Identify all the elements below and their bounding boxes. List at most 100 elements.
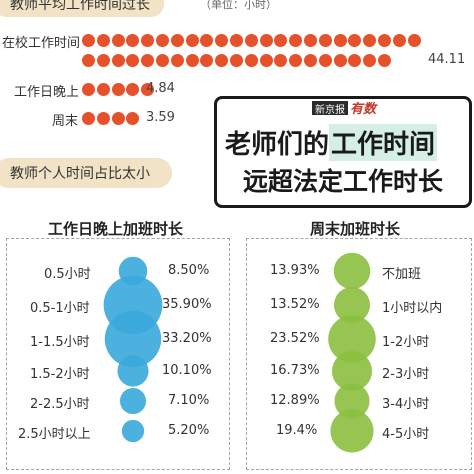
bubble (333, 286, 371, 324)
hour-dot (96, 54, 110, 67)
evening-value: 10.10% (162, 363, 212, 378)
hour-dot (333, 54, 347, 67)
logo-part1: 新京报 (312, 101, 348, 116)
hour-dot (230, 54, 243, 67)
hour-dot (126, 54, 140, 67)
chart-title-weekend: 周末加班时长 (310, 220, 401, 238)
weekend-category: 4-5小时 (382, 427, 430, 442)
dot-row-label-school: 在校工作时间 (2, 36, 81, 51)
hour-dot (82, 54, 95, 67)
hour-dot (141, 54, 155, 67)
section-title-personal-time: 教师个人时间占比太小 (0, 158, 172, 188)
hour-dot (111, 83, 125, 96)
headline-line1: 老师们的工作时间 (225, 124, 465, 161)
hour-dot (82, 83, 95, 96)
bubble (333, 252, 371, 290)
hour-dot (289, 34, 303, 47)
panel-evening (6, 238, 230, 470)
dot-row-value-evening: 4.84 (146, 81, 175, 96)
weekend-category: 不加班 (382, 267, 422, 282)
newspaper-logo: 新京报 有数 (312, 98, 432, 118)
weekend-value: 19.4% (276, 423, 318, 438)
headline-line1-prefix: 老师们的 (225, 130, 330, 160)
hour-dot (96, 83, 110, 96)
hour-dot (141, 34, 155, 47)
hour-dot (111, 54, 125, 67)
hour-dot (259, 34, 273, 47)
bubble (334, 383, 370, 419)
hour-dot (82, 112, 95, 125)
hour-dot (392, 34, 406, 47)
weekend-category: 2-3小时 (382, 367, 430, 382)
evening-category: 2-2.5小时 (30, 397, 90, 412)
hour-dot (304, 34, 317, 47)
hour-dot (141, 83, 155, 96)
hour-dot (126, 83, 140, 96)
hour-dot (244, 54, 258, 67)
evening-category: 1.5-2小时 (30, 367, 90, 382)
hour-dot (289, 54, 303, 67)
evening-category: 0.5小时 (44, 267, 91, 282)
evening-category: 1-1.5小时 (30, 335, 90, 350)
hour-dot (318, 34, 332, 47)
weekend-value: 23.52% (270, 331, 320, 346)
section-title-text: 教师个人时间占比太小 (10, 166, 150, 182)
bubble (119, 387, 147, 415)
hour-dot (111, 34, 125, 47)
bubble (121, 419, 145, 443)
hour-dot (111, 112, 125, 125)
hour-dot (170, 34, 184, 47)
hour-dot (348, 54, 362, 67)
hour-dot (318, 54, 332, 67)
headline-line2: 远超法定工作时长 (242, 167, 443, 196)
dot-row-label-evening: 工作日晚上 (14, 85, 80, 100)
bubble (331, 350, 373, 392)
evening-category: 0.5-1小时 (30, 301, 90, 316)
weekend-value: 13.93% (270, 263, 320, 278)
weekend-value: 12.89% (270, 393, 320, 408)
hour-dot (156, 34, 169, 47)
unit-label: （单位：小时） (200, 0, 277, 11)
hour-dot (200, 54, 214, 67)
hour-dot (259, 54, 273, 67)
evening-category: 2.5小时以上 (18, 427, 91, 442)
hour-dot (126, 112, 140, 125)
hour-dot (215, 54, 229, 67)
hour-dot (378, 34, 391, 47)
dot-row-value-weekend: 3.59 (146, 110, 175, 125)
hour-dot (82, 34, 95, 47)
dot-row-label-weekend: 周末 (52, 114, 79, 129)
hour-dot (156, 54, 169, 67)
weekend-value: 16.73% (270, 363, 320, 378)
chart-title-evening: 工作日晚上加班时长 (48, 220, 184, 238)
hour-dot (185, 34, 199, 47)
hour-dot (170, 54, 184, 67)
section-title-text: 教师平均工作时间过长 (10, 0, 150, 13)
evening-value: 33.20% (162, 331, 212, 346)
section-title-work-time: 教师平均工作时间过长 (0, 0, 164, 17)
headline-box: 新京报 有数 老师们的工作时间 远超法定工作时长 (214, 96, 472, 208)
hour-dot (378, 54, 391, 67)
weekend-category: 1-2小时 (382, 335, 430, 350)
weekend-category: 1小时以内 (382, 301, 443, 316)
weekend-category: 3-4小时 (382, 397, 430, 412)
hour-dot (200, 34, 214, 47)
headline-line1-highlight: 工作时间 (329, 124, 438, 161)
hour-dot (363, 34, 377, 47)
hour-dot (185, 54, 199, 67)
hour-dot (274, 34, 288, 47)
hour-dot (126, 34, 140, 47)
hour-dot (407, 34, 421, 47)
hour-dot (96, 34, 110, 47)
hour-dot (244, 34, 258, 47)
hour-dot (274, 54, 288, 67)
logo-part2: 有数 (350, 102, 377, 117)
hour-dot (348, 34, 362, 47)
bubble (104, 310, 162, 368)
panel-weekend (246, 238, 472, 470)
hour-dot (215, 34, 229, 47)
hour-dot (96, 112, 110, 125)
evening-value: 35.90% (162, 297, 212, 312)
evening-value: 5.20% (168, 423, 210, 438)
